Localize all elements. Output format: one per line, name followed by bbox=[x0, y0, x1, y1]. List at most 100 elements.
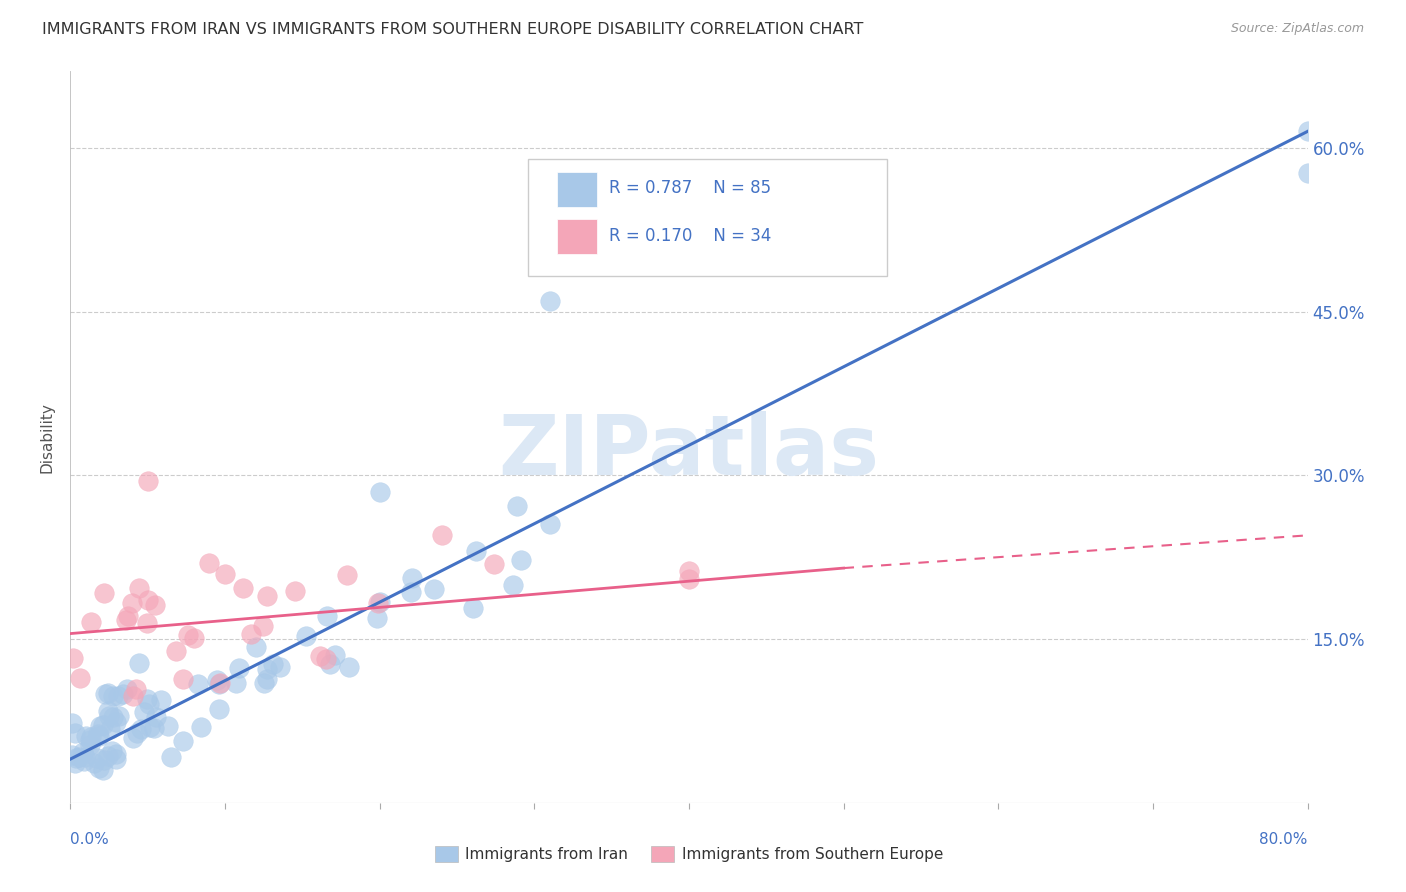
Point bbox=[228, 661, 250, 675]
Point bbox=[75, 750, 97, 764]
Point bbox=[165, 644, 187, 658]
Point bbox=[105, 715, 128, 730]
Point bbox=[177, 628, 200, 642]
Point bbox=[367, 596, 389, 610]
Point bbox=[63, 725, 86, 739]
Point bbox=[253, 676, 276, 690]
Point bbox=[91, 763, 114, 777]
Point bbox=[315, 608, 337, 623]
Point bbox=[214, 566, 236, 581]
Point bbox=[139, 719, 162, 733]
Point bbox=[93, 586, 115, 600]
Legend: Immigrants from Iran, Immigrants from Southern Europe: Immigrants from Iran, Immigrants from So… bbox=[429, 840, 949, 868]
Point bbox=[337, 660, 360, 674]
Point bbox=[108, 708, 131, 723]
Y-axis label: Disability: Disability bbox=[39, 401, 55, 473]
Point bbox=[125, 726, 148, 740]
Point bbox=[96, 749, 118, 764]
Point bbox=[366, 611, 388, 625]
Point bbox=[209, 676, 232, 690]
Point bbox=[105, 747, 128, 762]
Point bbox=[80, 615, 103, 629]
Point bbox=[187, 677, 209, 691]
Point bbox=[183, 631, 205, 645]
Point bbox=[65, 751, 87, 765]
Text: R = 0.787    N = 85: R = 0.787 N = 85 bbox=[609, 179, 770, 197]
Point bbox=[319, 657, 342, 671]
Point bbox=[121, 595, 143, 609]
Point bbox=[136, 474, 159, 488]
Point bbox=[423, 582, 446, 596]
Point bbox=[538, 293, 561, 308]
Text: IMMIGRANTS FROM IRAN VS IMMIGRANTS FROM SOUTHERN EUROPE DISABILITY CORRELATION C: IMMIGRANTS FROM IRAN VS IMMIGRANTS FROM … bbox=[42, 22, 863, 37]
Point bbox=[100, 722, 122, 736]
Point bbox=[461, 601, 484, 615]
Point bbox=[482, 558, 505, 572]
FancyBboxPatch shape bbox=[529, 159, 887, 277]
Point bbox=[60, 715, 83, 730]
Point bbox=[62, 651, 84, 665]
Point bbox=[172, 734, 194, 748]
Point bbox=[86, 751, 108, 765]
Point bbox=[538, 516, 561, 531]
Point bbox=[101, 744, 124, 758]
Point bbox=[136, 616, 159, 631]
Point bbox=[111, 686, 134, 700]
Point bbox=[105, 752, 128, 766]
Point bbox=[401, 571, 423, 585]
Text: R = 0.170    N = 34: R = 0.170 N = 34 bbox=[609, 227, 770, 245]
Point bbox=[245, 640, 267, 654]
Point bbox=[67, 749, 90, 764]
Point bbox=[101, 710, 124, 724]
Point bbox=[87, 727, 110, 741]
Point bbox=[430, 527, 453, 541]
Point bbox=[132, 705, 155, 719]
Point bbox=[190, 720, 212, 734]
Point bbox=[464, 544, 486, 558]
Point bbox=[125, 681, 148, 696]
Point bbox=[368, 484, 391, 499]
Point bbox=[325, 648, 347, 663]
Point bbox=[135, 692, 157, 706]
Point bbox=[172, 672, 194, 686]
Point bbox=[117, 609, 139, 624]
Point bbox=[336, 567, 359, 582]
Point bbox=[122, 689, 145, 703]
Point bbox=[145, 710, 167, 724]
Point bbox=[98, 708, 121, 723]
Point bbox=[256, 672, 278, 686]
Point bbox=[678, 565, 700, 579]
Point bbox=[1296, 166, 1319, 180]
Point bbox=[76, 729, 98, 743]
Point bbox=[97, 686, 120, 700]
Text: 80.0%: 80.0% bbox=[1260, 832, 1308, 847]
Point bbox=[509, 553, 531, 567]
Point bbox=[232, 581, 254, 595]
Point bbox=[73, 754, 96, 768]
Point bbox=[208, 702, 231, 716]
Point bbox=[93, 687, 115, 701]
Point bbox=[295, 629, 318, 643]
Point bbox=[205, 673, 228, 687]
Text: ZIPatlas: ZIPatlas bbox=[499, 411, 879, 492]
Point bbox=[1296, 124, 1319, 138]
Point bbox=[160, 749, 183, 764]
Point bbox=[399, 584, 422, 599]
Point bbox=[136, 593, 159, 607]
Point bbox=[142, 722, 165, 736]
Point bbox=[60, 747, 83, 762]
Point bbox=[83, 756, 105, 770]
Point bbox=[87, 730, 110, 744]
Point bbox=[368, 595, 391, 609]
Point bbox=[87, 761, 110, 775]
Point bbox=[308, 649, 330, 664]
FancyBboxPatch shape bbox=[557, 219, 598, 254]
Point bbox=[128, 581, 150, 595]
Point bbox=[121, 731, 143, 746]
Point bbox=[143, 598, 166, 612]
Point bbox=[256, 589, 278, 603]
Point bbox=[80, 730, 103, 744]
Point bbox=[269, 659, 291, 673]
Point bbox=[240, 627, 263, 641]
Point bbox=[128, 656, 150, 670]
